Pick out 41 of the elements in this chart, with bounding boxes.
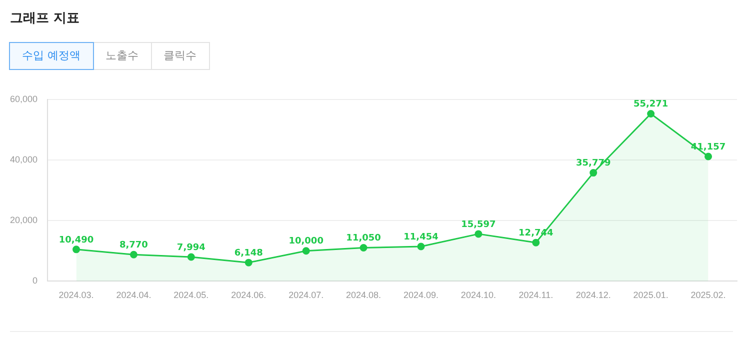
data-label: 7,994 (176, 242, 206, 253)
point (302, 247, 310, 255)
y-tick-label: 20,000 (10, 215, 38, 226)
point (417, 242, 425, 250)
x-tick-label: 2024.05. (174, 290, 209, 300)
x-tick-label: 2025.02. (690, 290, 726, 300)
point (474, 230, 482, 238)
x-tick-label: 2024.03. (58, 290, 94, 300)
point (704, 152, 712, 160)
data-label: 11,050 (346, 234, 381, 244)
x-tick-label: 2024.09. (403, 290, 439, 300)
y-tick-label: 60,000 (10, 94, 38, 104)
x-tick-label: 2024.06. (231, 290, 266, 300)
y-tick-label: 40,000 (10, 154, 38, 164)
x-tick-label: 2024.10. (460, 290, 496, 300)
text: 클릭수 (150, 42, 210, 70)
point (72, 246, 80, 254)
point (532, 238, 540, 246)
data-label: 11,454 (404, 232, 438, 242)
y-tick-label: 0 (32, 276, 38, 286)
data-label: 55,271 (633, 100, 668, 110)
point (647, 110, 655, 118)
x-tick-label: 2024.08. (346, 290, 382, 300)
point (590, 169, 598, 177)
text: 노출수 (92, 42, 152, 70)
x-tick-label: 2024.04. (116, 290, 152, 300)
x-tick-label: 2024.07. (288, 290, 324, 300)
data-label: 8,770 (119, 240, 148, 250)
point (360, 244, 368, 252)
data-label: 15,597 (461, 220, 496, 230)
point (187, 253, 195, 261)
chart-title: 그래프 지표 (10, 10, 80, 27)
data-label: 10,000 (288, 236, 324, 247)
x-tick-label: 2025.01. (633, 290, 668, 300)
text: 수입 예정액 (9, 42, 94, 70)
point (130, 250, 138, 258)
point (244, 258, 252, 266)
x-tick-label: 2024.11. (518, 290, 554, 300)
x-tick-label: 2024.12. (576, 290, 611, 300)
data-label: 6,148 (234, 248, 263, 258)
data-label: 10,490 (58, 235, 94, 246)
